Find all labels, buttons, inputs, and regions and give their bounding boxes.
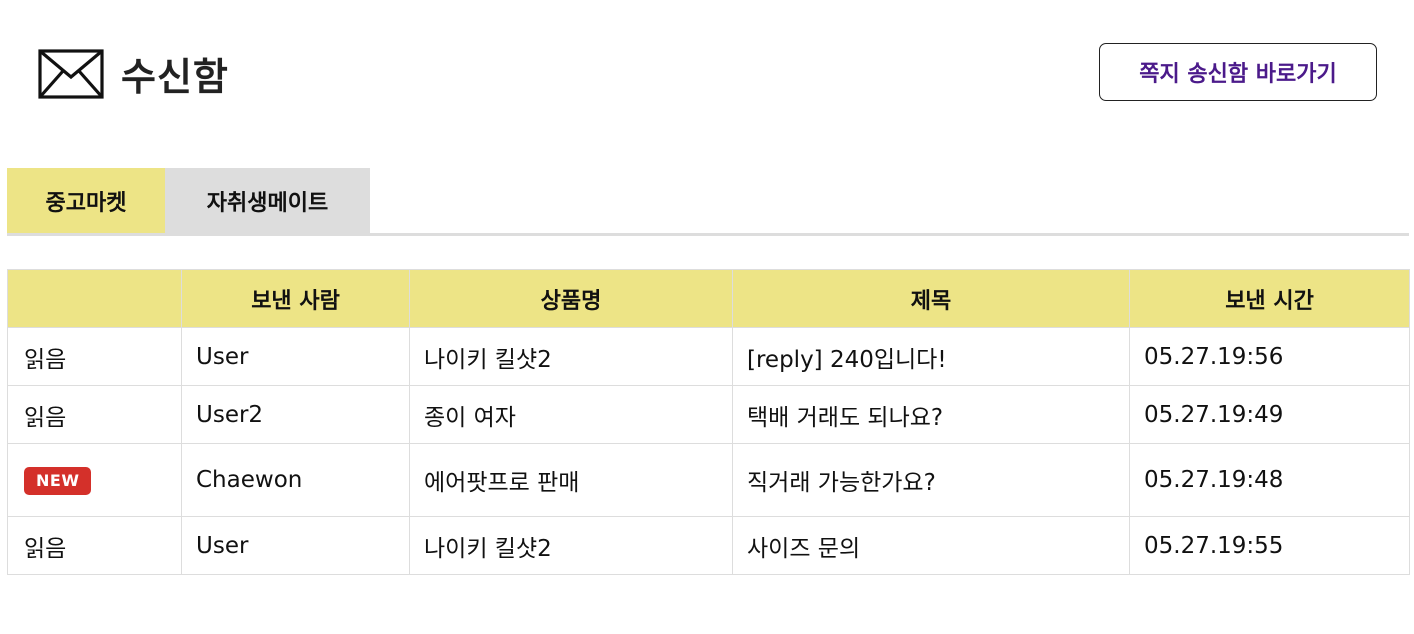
tab-roommate[interactable]: 자취생메이트 <box>165 168 370 233</box>
title-group: 수신함 <box>38 46 229 101</box>
tab-used-market[interactable]: 중고마켓 <box>7 168 165 233</box>
message-table: 보낸 사람 상품명 제목 보낸 시간 읽음 User 나이키 킬샷2 [repl… <box>7 269 1410 575</box>
subject-link[interactable]: 사이즈 문의 <box>732 516 1130 575</box>
subject-link[interactable]: 직거래 가능한가요? <box>732 443 1130 517</box>
table-row[interactable]: 읽음 User 나이키 킬샷2 [reply] 240입니다! 05.27.19… <box>7 327 1410 386</box>
sender-cell: User <box>181 516 410 575</box>
time-cell: 05.27.19:48 <box>1129 443 1410 517</box>
table-header-row: 보낸 사람 상품명 제목 보낸 시간 <box>7 269 1410 328</box>
product-cell: 종이 여자 <box>409 385 733 444</box>
column-header-time: 보낸 시간 <box>1129 269 1410 328</box>
column-header-status <box>7 269 182 328</box>
page-header: 수신함 쪽지 송신함 바로가기 <box>0 0 1414 140</box>
mail-icon <box>38 48 104 99</box>
product-cell: 나이키 킬샷2 <box>409 327 733 386</box>
sender-cell: Chaewon <box>181 443 410 517</box>
table-row[interactable]: 읽음 User2 종이 여자 택배 거래도 되나요? 05.27.19:49 <box>7 385 1410 444</box>
subject-link[interactable]: 택배 거래도 되나요? <box>732 385 1130 444</box>
time-cell: 05.27.19:55 <box>1129 516 1410 575</box>
table-row[interactable]: 읽음 User 나이키 킬샷2 사이즈 문의 05.27.19:55 <box>7 516 1410 575</box>
read-status: 읽음 <box>7 327 182 386</box>
new-badge: NEW <box>24 466 92 495</box>
category-tabs: 중고마켓 자취생메이트 <box>7 168 1409 236</box>
column-header-subject: 제목 <box>732 269 1130 328</box>
status-cell: NEW <box>7 443 182 517</box>
sent-box-button[interactable]: 쪽지 송신함 바로가기 <box>1099 43 1377 101</box>
read-status: 읽음 <box>7 385 182 444</box>
time-cell: 05.27.19:49 <box>1129 385 1410 444</box>
page-title: 수신함 <box>121 55 229 99</box>
product-cell: 나이키 킬샷2 <box>409 516 733 575</box>
table-row[interactable]: NEW Chaewon 에어팟프로 판매 직거래 가능한가요? 05.27.19… <box>7 443 1410 517</box>
time-cell: 05.27.19:56 <box>1129 327 1410 386</box>
product-cell: 에어팟프로 판매 <box>409 443 733 517</box>
read-status: 읽음 <box>7 516 182 575</box>
sender-cell: User2 <box>181 385 410 444</box>
column-header-product: 상품명 <box>409 269 733 328</box>
column-header-sender: 보낸 사람 <box>181 269 410 328</box>
subject-link[interactable]: [reply] 240입니다! <box>732 327 1130 386</box>
sender-cell: User <box>181 327 410 386</box>
